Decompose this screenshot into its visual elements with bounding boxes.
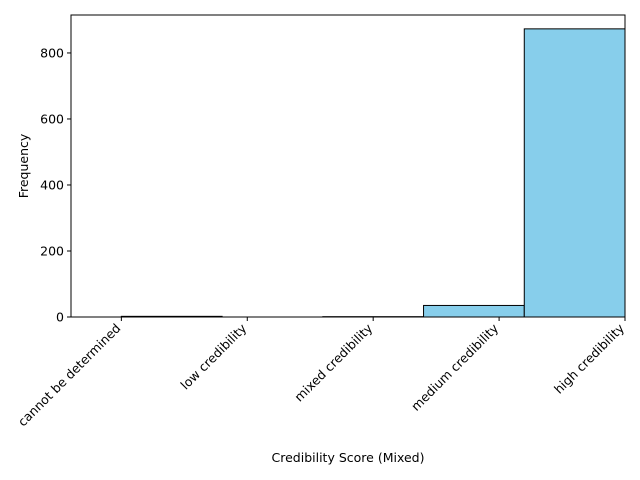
plot-frame xyxy=(70,14,626,318)
x-tick-label: low credibility xyxy=(177,320,249,392)
y-axis: 0 200 400 600 800 xyxy=(40,45,71,325)
x-tick-label: high credibility xyxy=(551,320,628,397)
y-axis-label: Frequency xyxy=(16,133,31,198)
y-tick-label: 400 xyxy=(40,177,64,192)
bar-4 xyxy=(523,28,626,318)
x-tick-label: cannot be determined xyxy=(15,321,124,430)
y-tick-label: 200 xyxy=(40,243,64,258)
x-tick-label: mixed credibility xyxy=(291,320,375,404)
bars-group xyxy=(120,28,626,318)
x-axis-label: Credibility Score (Mixed) xyxy=(272,450,425,465)
y-tick-label: 800 xyxy=(40,45,64,60)
y-tick-label: 0 xyxy=(56,310,64,325)
y-tick-label: 600 xyxy=(40,111,64,126)
bar-3 xyxy=(423,304,525,318)
x-tick-label: medium credibility xyxy=(408,320,502,414)
x-axis: cannot be determined low credibility mixed… xyxy=(15,317,628,429)
